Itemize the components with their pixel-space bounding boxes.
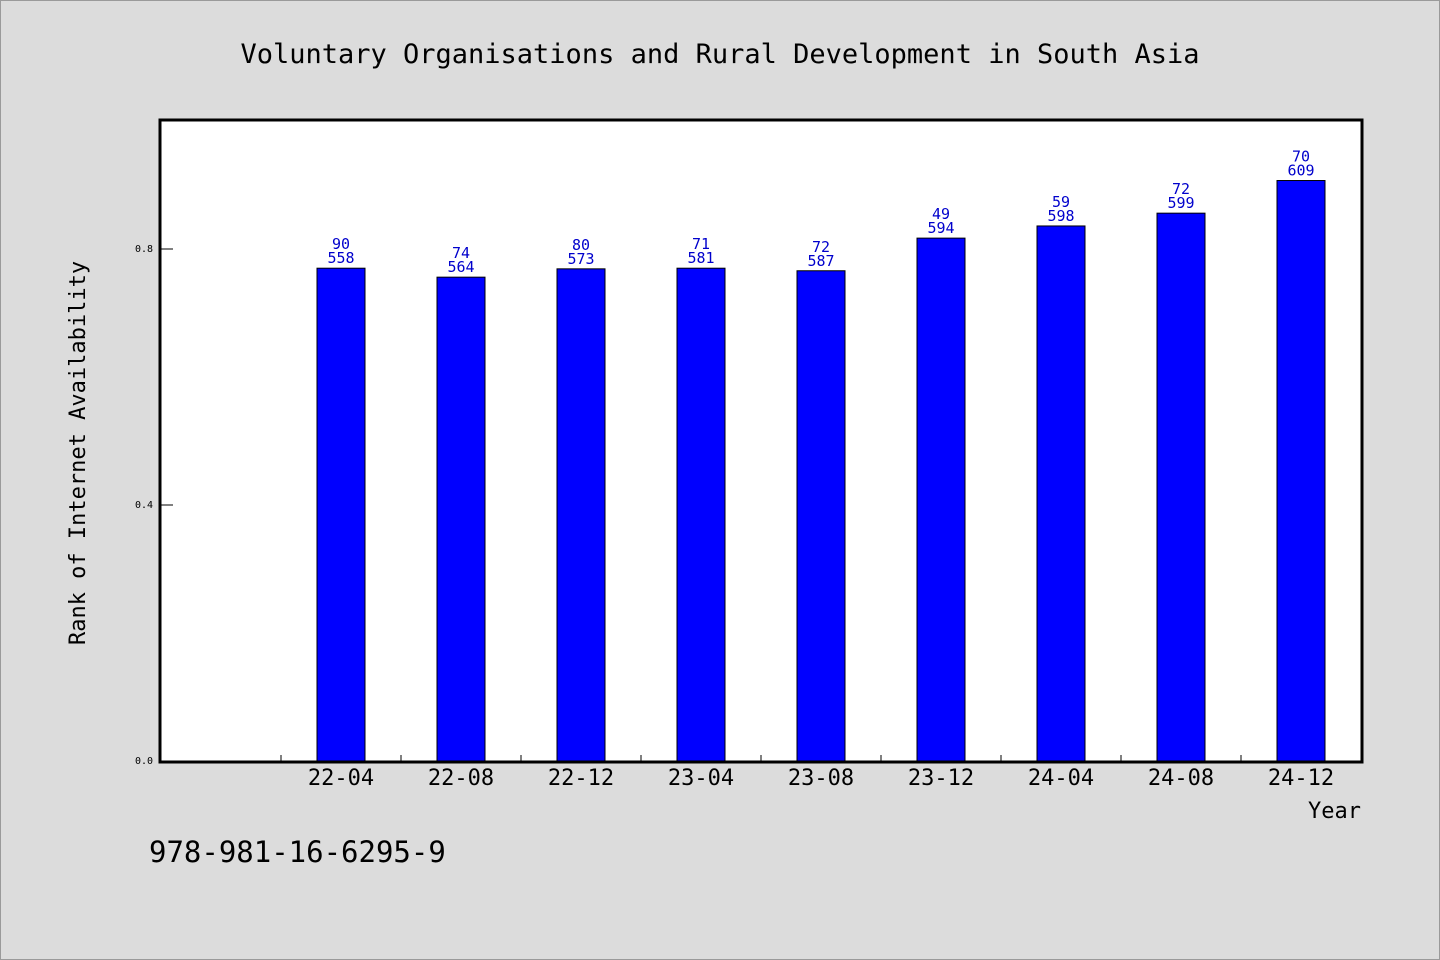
bar-23-04	[676, 267, 726, 762]
bar-22-08	[436, 276, 486, 762]
data-label-top: 90	[332, 235, 350, 253]
x-tick-label: 23-04	[668, 766, 734, 791]
data-label-bottom: 599	[1167, 194, 1194, 212]
bar-22-12	[556, 268, 606, 762]
data-label-bottom: 573	[567, 250, 594, 268]
data-label-top: 59	[1052, 193, 1070, 211]
bar-24-04	[1036, 225, 1086, 762]
data-label-top: 74	[452, 244, 470, 262]
x-tick-label: 24-04	[1028, 766, 1094, 791]
data-label-bottom: 594	[927, 219, 954, 237]
chart-title: Voluntary Organisations and Rural Develo…	[240, 39, 1199, 70]
bar-24-12	[1276, 180, 1326, 762]
data-label-top: 80	[572, 236, 590, 254]
isbn-text: 978-981-16-6295-9	[149, 835, 446, 869]
y-tick-label: 0.0	[135, 756, 153, 767]
data-label-bottom: 609	[1287, 162, 1314, 180]
y-axis-label: Rank of Internet Availability	[66, 261, 91, 645]
x-tick-label: 22-08	[428, 766, 494, 791]
data-label-top: 49	[932, 205, 950, 223]
data-label-bottom: 587	[807, 252, 834, 270]
data-label-bottom: 558	[327, 249, 354, 267]
x-tick-label: 24-12	[1268, 766, 1334, 791]
y-axis: 0.0 0.4 0.8	[135, 244, 173, 767]
bar-22-04	[316, 267, 366, 762]
data-label-top: 72	[1172, 180, 1190, 198]
data-label-top: 70	[1292, 148, 1310, 166]
bar-23-08	[796, 270, 846, 762]
y-tick-label: 0.4	[135, 500, 153, 511]
data-label-top: 71	[692, 235, 710, 253]
x-axis: 22-04 22-08 22-12 23-04 23-08 23-12 24-04 24-08…	[280, 755, 1362, 791]
bar-23-12	[916, 237, 966, 762]
bars-layer	[316, 180, 1326, 762]
x-tick-label: 23-08	[788, 766, 854, 791]
x-tick-label: 23-12	[908, 766, 974, 791]
data-label-bottom: 581	[687, 249, 714, 267]
x-tick-label: 24-08	[1148, 766, 1214, 791]
x-tick-label: 22-04	[308, 766, 374, 791]
bar-24-08	[1156, 212, 1206, 762]
x-tick-label: 22-12	[548, 766, 614, 791]
x-axis-label: Year	[1308, 799, 1361, 824]
data-label-bottom: 564	[447, 258, 474, 276]
data-label-bottom: 598	[1047, 207, 1074, 225]
data-label-top: 72	[812, 238, 830, 256]
y-tick-label: 0.8	[135, 244, 153, 255]
